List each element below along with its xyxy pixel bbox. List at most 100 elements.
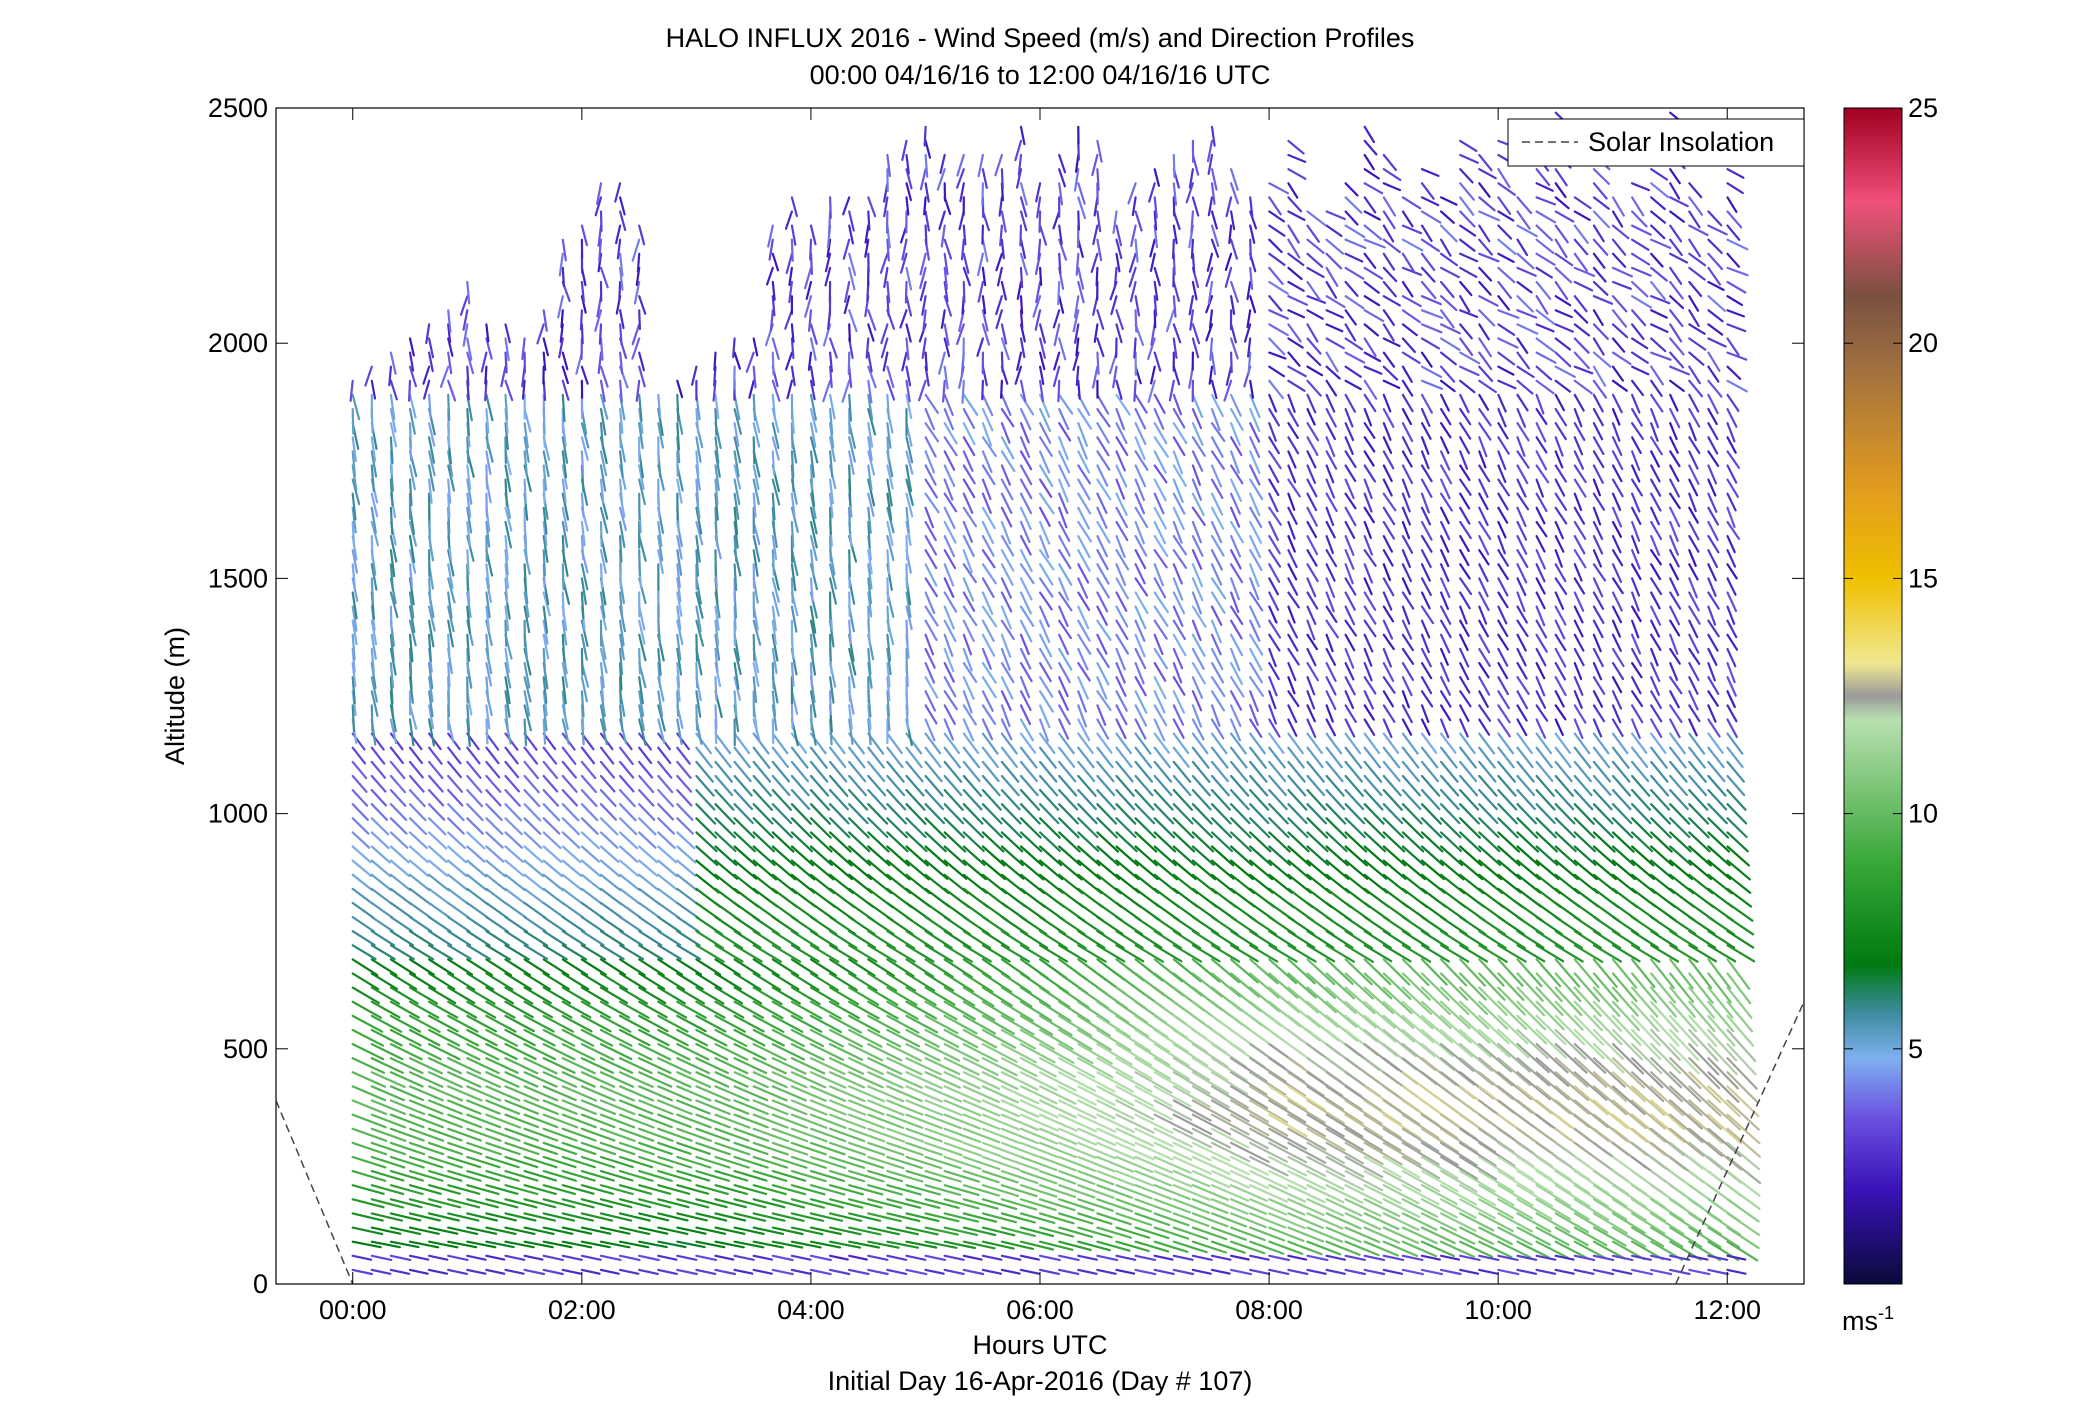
wind-barb bbox=[1000, 859, 1025, 880]
wind-barb bbox=[1134, 408, 1147, 430]
wind-barb bbox=[1019, 718, 1034, 742]
wind-barb bbox=[695, 520, 704, 546]
wind-barb bbox=[1134, 563, 1146, 585]
wind-barb bbox=[466, 1000, 497, 1019]
wind-barb bbox=[1019, 224, 1023, 247]
wind-barb bbox=[408, 901, 432, 919]
wind-barb bbox=[1115, 831, 1138, 853]
wind-barb bbox=[1592, 577, 1604, 598]
wind-barb bbox=[447, 831, 466, 850]
wind-barb bbox=[886, 817, 908, 839]
wind-barb bbox=[1325, 577, 1336, 599]
wind-barb bbox=[1573, 1240, 1607, 1260]
wind-barb bbox=[1516, 831, 1540, 853]
wind-barb bbox=[1210, 563, 1223, 586]
wind-barb bbox=[370, 774, 387, 793]
wind-barb bbox=[901, 351, 908, 372]
wind-barb bbox=[408, 1127, 445, 1142]
wind-barb bbox=[1058, 1057, 1096, 1079]
wind-barb bbox=[962, 760, 981, 783]
wind-barb bbox=[828, 676, 835, 704]
wind-barb bbox=[1000, 1071, 1039, 1091]
wind-barb bbox=[924, 774, 944, 797]
wind-barb bbox=[1459, 1028, 1492, 1058]
wind-barb bbox=[1401, 520, 1411, 540]
wind-barb bbox=[1497, 323, 1516, 336]
wind-barb bbox=[752, 549, 759, 577]
wind-barb bbox=[1344, 1014, 1378, 1043]
wind-barb bbox=[962, 1099, 1001, 1117]
wind-barb bbox=[771, 803, 793, 825]
wind-barb bbox=[1382, 1000, 1415, 1029]
wind-barb bbox=[1344, 182, 1359, 197]
wind-barb bbox=[599, 337, 604, 361]
wind-barb bbox=[523, 972, 551, 991]
wind-barb bbox=[1191, 1169, 1231, 1189]
wind-barb bbox=[1478, 1212, 1514, 1233]
wind-barb bbox=[1344, 280, 1359, 297]
wind-barb bbox=[542, 1057, 576, 1074]
wind-barb bbox=[447, 323, 452, 344]
wind-barb bbox=[1459, 845, 1483, 867]
wind-barb bbox=[905, 788, 926, 811]
wind-barb bbox=[1058, 1042, 1094, 1065]
wind-barb bbox=[1344, 944, 1375, 963]
wind-barb bbox=[1229, 1198, 1268, 1215]
wind-barb bbox=[657, 1057, 692, 1075]
wind-barb bbox=[1497, 464, 1507, 484]
wind-barb bbox=[1516, 1268, 1538, 1275]
wind-barb bbox=[1439, 492, 1453, 512]
wind-barb bbox=[657, 718, 666, 744]
wind-barb bbox=[1459, 859, 1484, 881]
wind-barb bbox=[408, 365, 417, 388]
wind-barb bbox=[504, 534, 509, 561]
wind-barb bbox=[1516, 337, 1529, 354]
wind-barb bbox=[1306, 238, 1325, 254]
wind-barb bbox=[828, 577, 838, 605]
wind-barb bbox=[657, 859, 678, 878]
wind-barb bbox=[752, 478, 760, 505]
wind-barb bbox=[1306, 379, 1322, 397]
wind-barb bbox=[676, 422, 681, 451]
wind-barb bbox=[943, 408, 955, 431]
wind-barb bbox=[542, 676, 548, 704]
wind-barb bbox=[504, 1198, 538, 1209]
wind-barb bbox=[1401, 774, 1422, 797]
wind-barb bbox=[1134, 1198, 1172, 1214]
wind-barb bbox=[1382, 591, 1393, 611]
wind-barb bbox=[962, 972, 994, 993]
wind-barb bbox=[599, 549, 607, 574]
wind-barb bbox=[1325, 591, 1335, 613]
wind-barb bbox=[389, 1169, 424, 1182]
wind-barb bbox=[981, 1113, 1021, 1131]
wind-barb bbox=[657, 422, 665, 449]
wind-barb bbox=[1077, 704, 1088, 728]
wind-barb bbox=[1134, 647, 1147, 670]
wind-barb bbox=[389, 986, 419, 1005]
wind-barb bbox=[1000, 563, 1014, 586]
wind-barb bbox=[1382, 690, 1395, 708]
wind-barb bbox=[580, 619, 589, 648]
wind-barb bbox=[1325, 1254, 1347, 1261]
wind-barb bbox=[752, 1113, 789, 1129]
wind-barb bbox=[1592, 1198, 1628, 1221]
wind-barb bbox=[1210, 577, 1227, 600]
wind-barb bbox=[462, 309, 469, 331]
wind-barb bbox=[1344, 309, 1357, 326]
wind-barb bbox=[1287, 337, 1304, 349]
wind-barb bbox=[542, 1198, 576, 1209]
wind-barb bbox=[542, 1184, 577, 1196]
wind-barb bbox=[1075, 337, 1080, 357]
wind-barb bbox=[1459, 563, 1471, 580]
wind-barb bbox=[561, 760, 577, 779]
wind-barb bbox=[695, 774, 715, 797]
wind-barb bbox=[867, 464, 873, 491]
wind-barb bbox=[905, 746, 923, 769]
wind-barb bbox=[1382, 224, 1395, 243]
wind-barb bbox=[388, 365, 392, 387]
wind-barb bbox=[1382, 393, 1392, 413]
wind-barb bbox=[1134, 506, 1149, 529]
wind-barb bbox=[1459, 958, 1487, 987]
wind-barb bbox=[1344, 930, 1374, 950]
wind-barb bbox=[695, 1071, 730, 1088]
